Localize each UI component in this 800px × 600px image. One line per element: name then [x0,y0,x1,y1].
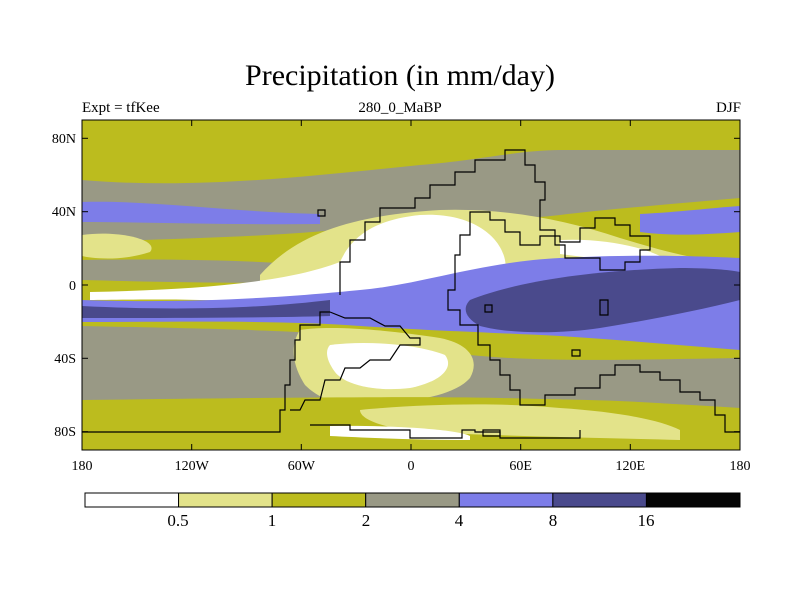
colorbar-label: 16 [638,511,655,530]
x-axis-labels: 180 120W 60W 0 60E 120E 180 [72,459,751,474]
x-tick-label: 120E [616,459,646,474]
colorbar-box [458,492,554,508]
coastline-outlines [82,149,740,439]
x-tick-label: 0 [408,459,415,474]
colorbar-box [84,492,180,508]
x-tick-label: 60W [288,459,316,474]
colorbar-label: 8 [549,511,558,530]
precipitation-field [82,120,740,450]
x-tick-label: 180 [72,459,93,474]
colorbar-label: 1 [268,511,277,530]
colorbar-box [178,492,273,508]
colorbar-box [271,492,367,508]
season-label: DJF [715,100,741,116]
y-tick-label: 80N [52,132,76,147]
axis-ticks [81,120,741,450]
y-tick-label: 40S [54,352,76,367]
y-tick-label: 40N [52,205,76,220]
x-tick-label: 120W [175,459,210,474]
experiment-label: Expt = tfKee [82,100,160,116]
colorbar-labels: 0.5 1 2 4 8 16 [167,511,654,530]
x-tick-label: 180 [730,459,751,474]
time-period-label: 280_0_MaBP [358,100,442,116]
colorbar-label: 0.5 [167,511,188,530]
chart-title: Precipitation (in mm/day) [245,59,555,92]
x-tick-label: 60E [509,459,532,474]
colorbar-boxes [84,492,741,508]
colorbar-box [645,492,741,508]
y-tick-label: 80S [54,425,76,440]
colorbar-label: 4 [455,511,464,530]
y-tick-label: 0 [69,279,76,294]
y-axis-labels: 80N 40N 0 40S 80S [52,132,76,440]
colorbar-box [552,492,647,508]
colorbar-box [365,492,460,508]
colorbar-label: 2 [362,511,371,530]
